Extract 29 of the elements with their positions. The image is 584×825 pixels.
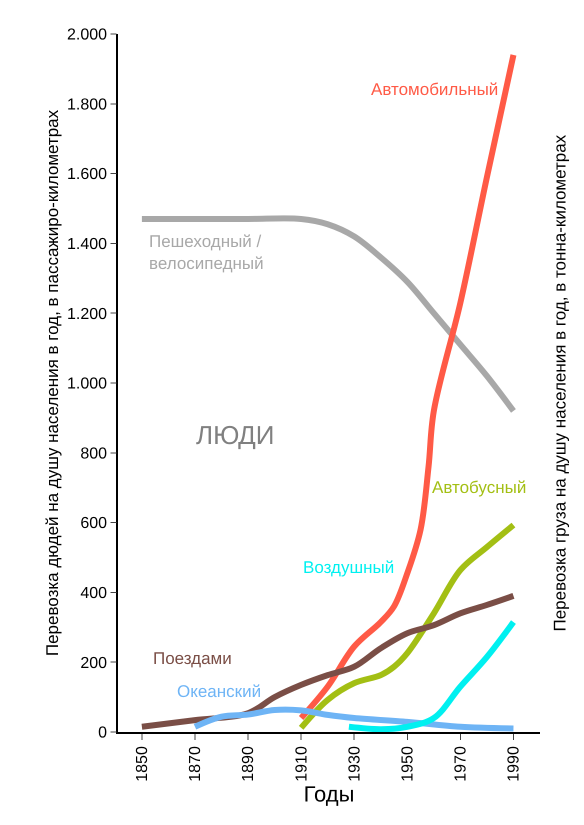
y-tick-label: 600 bbox=[80, 515, 108, 532]
y-tick-label: 1.000 bbox=[67, 376, 108, 393]
y-tick-label: 0 bbox=[98, 724, 108, 742]
y-tick-label: 1.400 bbox=[67, 236, 108, 253]
y2-axis-title: Перевозка груза на душу населения в год, в тонна-километрах bbox=[550, 134, 570, 632]
y-tick-label: 200 bbox=[80, 654, 108, 672]
x-axis-title: Годы bbox=[304, 782, 354, 807]
x-tick-label: 1850 bbox=[134, 746, 152, 782]
y-tick-label: 2.000 bbox=[67, 26, 108, 44]
x-tick-label: 1930 bbox=[346, 746, 364, 782]
text: Поездами bbox=[153, 649, 232, 668]
x-tick-label: 1870 bbox=[187, 746, 204, 782]
text: Воздушный bbox=[303, 558, 394, 577]
y-tick-label: 1.600 bbox=[67, 166, 108, 184]
annotation: ЛЮДИ bbox=[196, 420, 274, 450]
x-tick-label: 1970 bbox=[452, 746, 470, 782]
y-tick-label: 1.800 bbox=[67, 96, 108, 114]
y-tick-label: 800 bbox=[80, 445, 108, 462]
y-axis-title: Перевозка дюдей на душу населения в год, в пассажиро-километрах bbox=[43, 109, 62, 656]
y-tick-label: 400 bbox=[80, 585, 108, 602]
series-label: Пешеходный / велосипедный bbox=[149, 232, 264, 274]
series-label: Океанский bbox=[177, 682, 262, 701]
x-tick-label: 1950 bbox=[400, 746, 416, 782]
series-label: Автобусный bbox=[432, 478, 526, 497]
x-tick-label: 1890 bbox=[240, 746, 258, 782]
series-label: Автомобильный bbox=[371, 80, 498, 99]
y-tick-label: 1.200 bbox=[67, 306, 108, 323]
x-tick-label: 1990 bbox=[506, 746, 523, 782]
x-tick-label: 1910 bbox=[293, 746, 310, 782]
